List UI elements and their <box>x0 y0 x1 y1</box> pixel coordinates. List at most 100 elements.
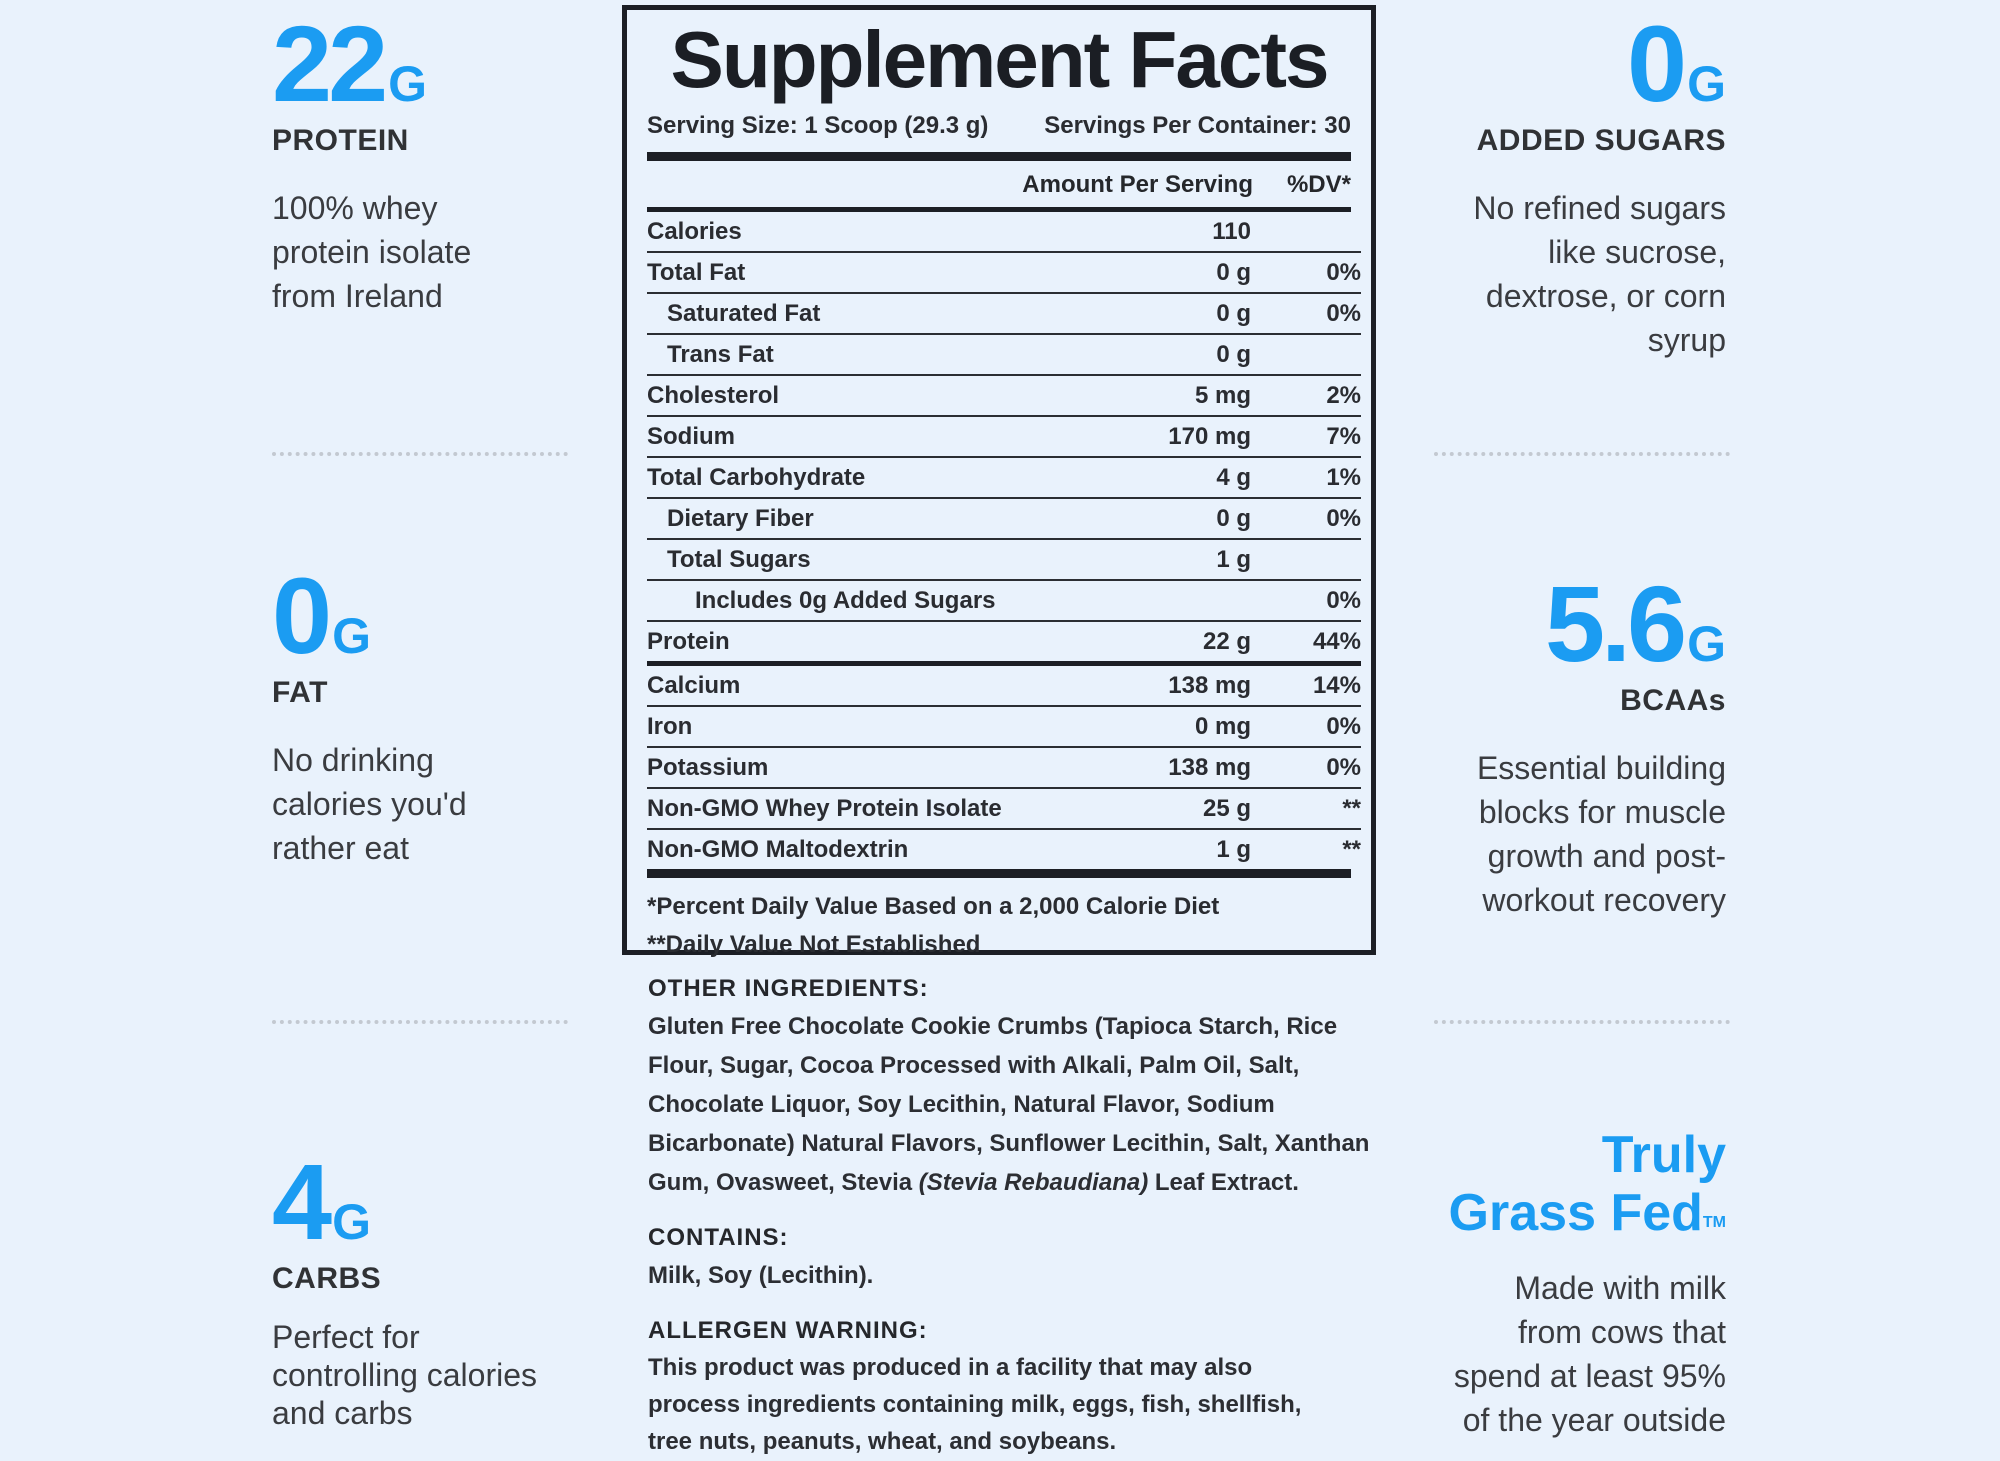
desc-line: of the year outside <box>1462 1402 1726 1438</box>
added-sugars-desc: No refined sugars like sucrose, dextrose… <box>1400 186 1726 362</box>
fat-stat: 0 G FAT No drinking calories you'd rathe… <box>272 562 602 870</box>
bcaas-value: 5.6 G <box>1400 570 1726 678</box>
protein-label: PROTEIN <box>272 124 409 157</box>
nutrient-dv: 14% <box>1251 663 1361 707</box>
trademark: TM <box>1702 1214 1726 1231</box>
nutrient-name: Sodium <box>647 416 1101 458</box>
servings-per-container: Servings Per Container: 30 <box>1044 112 1351 139</box>
nutrient-amount: 110 <box>1101 212 1251 253</box>
nutrient-dv: 0% <box>1251 498 1361 540</box>
bcaas-desc: Essential building blocks for muscle gro… <box>1400 746 1726 922</box>
desc-line: and carbs <box>272 1395 413 1431</box>
bcaas-label: BCAAs <box>1620 684 1726 717</box>
desc-line: Essential building <box>1476 750 1726 786</box>
bcaas-stat: 5.6 G BCAAs Essential building blocks fo… <box>1400 570 1726 922</box>
nutrient-amount: 0 g <box>1101 334 1251 376</box>
stat-number: 0 <box>272 555 332 676</box>
desc-line: controlling calories <box>272 1357 538 1393</box>
desc-line: Perfect for <box>272 1319 420 1355</box>
panel-footnotes: *Percent Daily Value Based on a 2,000 Ca… <box>627 878 1371 964</box>
ingredient-line: Chocolate Liquor, Soy Lecithin, Natural … <box>648 1091 1275 1118</box>
fat-value: 0 G <box>272 562 602 670</box>
nutrient-dv: 0% <box>1251 706 1361 748</box>
stat-number: 22 <box>272 3 388 124</box>
desc-line: 100% whey <box>272 190 438 226</box>
desc-line: dextrose, or corn <box>1485 278 1726 314</box>
dotted-divider <box>272 1020 568 1024</box>
desc-line: No drinking <box>272 742 434 778</box>
carbs-value: 4 G <box>272 1148 602 1256</box>
desc-line: from cows that <box>1517 1314 1726 1350</box>
allergen-warning-text: This product was produced in a facility … <box>648 1349 1388 1460</box>
nutrient-dv: ** <box>1342 835 1361 863</box>
nutrient-amount: 4 g <box>1101 457 1251 499</box>
nutrient-name: Non-GMO Whey Protein Isolate <box>647 788 1101 830</box>
table-row: Includes 0g Added Sugars 0% <box>647 580 1361 622</box>
grass-fed-stat: Truly Grass FedTM Made with milk from co… <box>1400 1126 1726 1442</box>
ingredient-line: Bicarbonate) Natural Flavors, Sunflower … <box>648 1130 1370 1157</box>
dv-header: %DV* <box>1286 171 1351 198</box>
allergen-warning-heading: ALLERGEN WARNING: <box>648 1317 928 1344</box>
supplement-facts-panel: Supplement Facts Serving Size: 1 Scoop (… <box>622 5 1376 958</box>
grass-fed-text: Grass Fed <box>1448 1184 1703 1242</box>
grass-fed-title: Truly Grass FedTM <box>1400 1126 1726 1242</box>
nutrient-amount: 0 g <box>1101 293 1251 335</box>
thick-rule <box>647 869 1351 878</box>
nutrient-name: Non-GMO Maltodextrin <box>647 835 909 863</box>
allergen-line: tree nuts, peanuts, wheat, and soybeans. <box>648 1428 1117 1455</box>
nutrient-dv: 7% <box>1251 416 1361 458</box>
nutrient-dv: 2% <box>1251 375 1361 417</box>
protein-value: 22 G <box>272 10 602 118</box>
nutrient-name: Potassium <box>647 747 1101 789</box>
nutrient-name: Total Carbohydrate <box>647 457 1101 499</box>
fat-desc: No drinking calories you'd rather eat <box>272 738 602 870</box>
footnote-not-established: **Daily Value Not Established <box>647 931 981 958</box>
nutrient-amount: 138 mg <box>1101 663 1251 707</box>
desc-line: protein isolate <box>272 234 472 270</box>
table-row: Iron 0 mg 0% <box>647 706 1361 748</box>
protein-stat: 22 G PROTEIN 100% whey protein isolate f… <box>272 10 602 318</box>
nutrient-name: Includes 0g Added Sugars <box>647 580 1101 622</box>
nutrient-dv: 0% <box>1251 252 1361 294</box>
added-sugars-label: ADDED SUGARS <box>1476 124 1726 157</box>
table-row: Trans Fat 0 g <box>647 334 1361 376</box>
amount-header: Amount Per Serving <box>1022 171 1253 198</box>
ingredient-italic: (Stevia Rebaudiana) <box>918 1169 1149 1196</box>
nutrient-dv <box>1251 212 1361 253</box>
desc-line: Made with milk <box>1514 1270 1726 1306</box>
table-row: Saturated Fat 0 g 0% <box>647 293 1361 335</box>
nutrient-name: Calcium <box>647 663 1101 707</box>
nutrient-amount: 0 g <box>1101 498 1251 540</box>
facts-table: Calories 110 Total Fat 0 g 0% Saturated Fat… <box>647 212 1361 869</box>
nutrient-name: Cholesterol <box>647 375 1101 417</box>
serving-size: Serving Size: 1 Scoop (29.3 g) <box>647 112 989 139</box>
ingredients-section: OTHER INGREDIENTS: Gluten Free Chocolate… <box>648 975 1388 1460</box>
nutrient-name: Trans Fat <box>647 334 1101 376</box>
contains-heading: CONTAINS: <box>648 1224 789 1251</box>
allergen-line: This product was produced in a facility … <box>648 1354 1253 1381</box>
grass-fed-line1: Truly <box>1601 1126 1726 1184</box>
other-ingredients-text: Gluten Free Chocolate Cookie Crumbs (Tap… <box>648 1007 1388 1202</box>
carbs-stat: 4 G CARBS Perfect for controlling calori… <box>272 1148 602 1432</box>
grass-fed-line2: Grass FedTM <box>1400 1184 1726 1242</box>
panel-title: Supplement Facts <box>670 15 1329 104</box>
table-row: Total Carbohydrate 4 g 1% <box>647 457 1361 499</box>
table-row: Total Fat 0 g 0% <box>647 252 1361 294</box>
stat-unit: G <box>1687 56 1726 112</box>
nutrient-amount: 0 g <box>1101 252 1251 294</box>
dotted-divider <box>1434 452 1730 456</box>
ingredient-text: Leaf Extract. <box>1148 1169 1299 1196</box>
nutrient-name: Calories <box>647 212 1101 253</box>
table-row: Protein 22 g 44% <box>647 621 1361 666</box>
desc-line: spend at least 95% <box>1453 1358 1726 1394</box>
table-row: Total Sugars 1 g <box>647 539 1361 581</box>
table-row: Sodium 170 mg 7% <box>647 416 1361 458</box>
nutrient-dv: 44% <box>1251 621 1361 666</box>
nutrient-amount: 1 g <box>1216 835 1251 863</box>
nutrient-amount: 22 g <box>1101 621 1251 666</box>
nutrient-amount <box>1101 580 1251 622</box>
ingredient-line: Flour, Sugar, Cocoa Processed with Alkal… <box>648 1052 1300 1079</box>
serving-info: Serving Size: 1 Scoop (29.3 g) Servings … <box>627 112 1371 140</box>
nutrient-dv <box>1251 334 1361 376</box>
nutrient-amount: 170 mg <box>1101 416 1251 458</box>
